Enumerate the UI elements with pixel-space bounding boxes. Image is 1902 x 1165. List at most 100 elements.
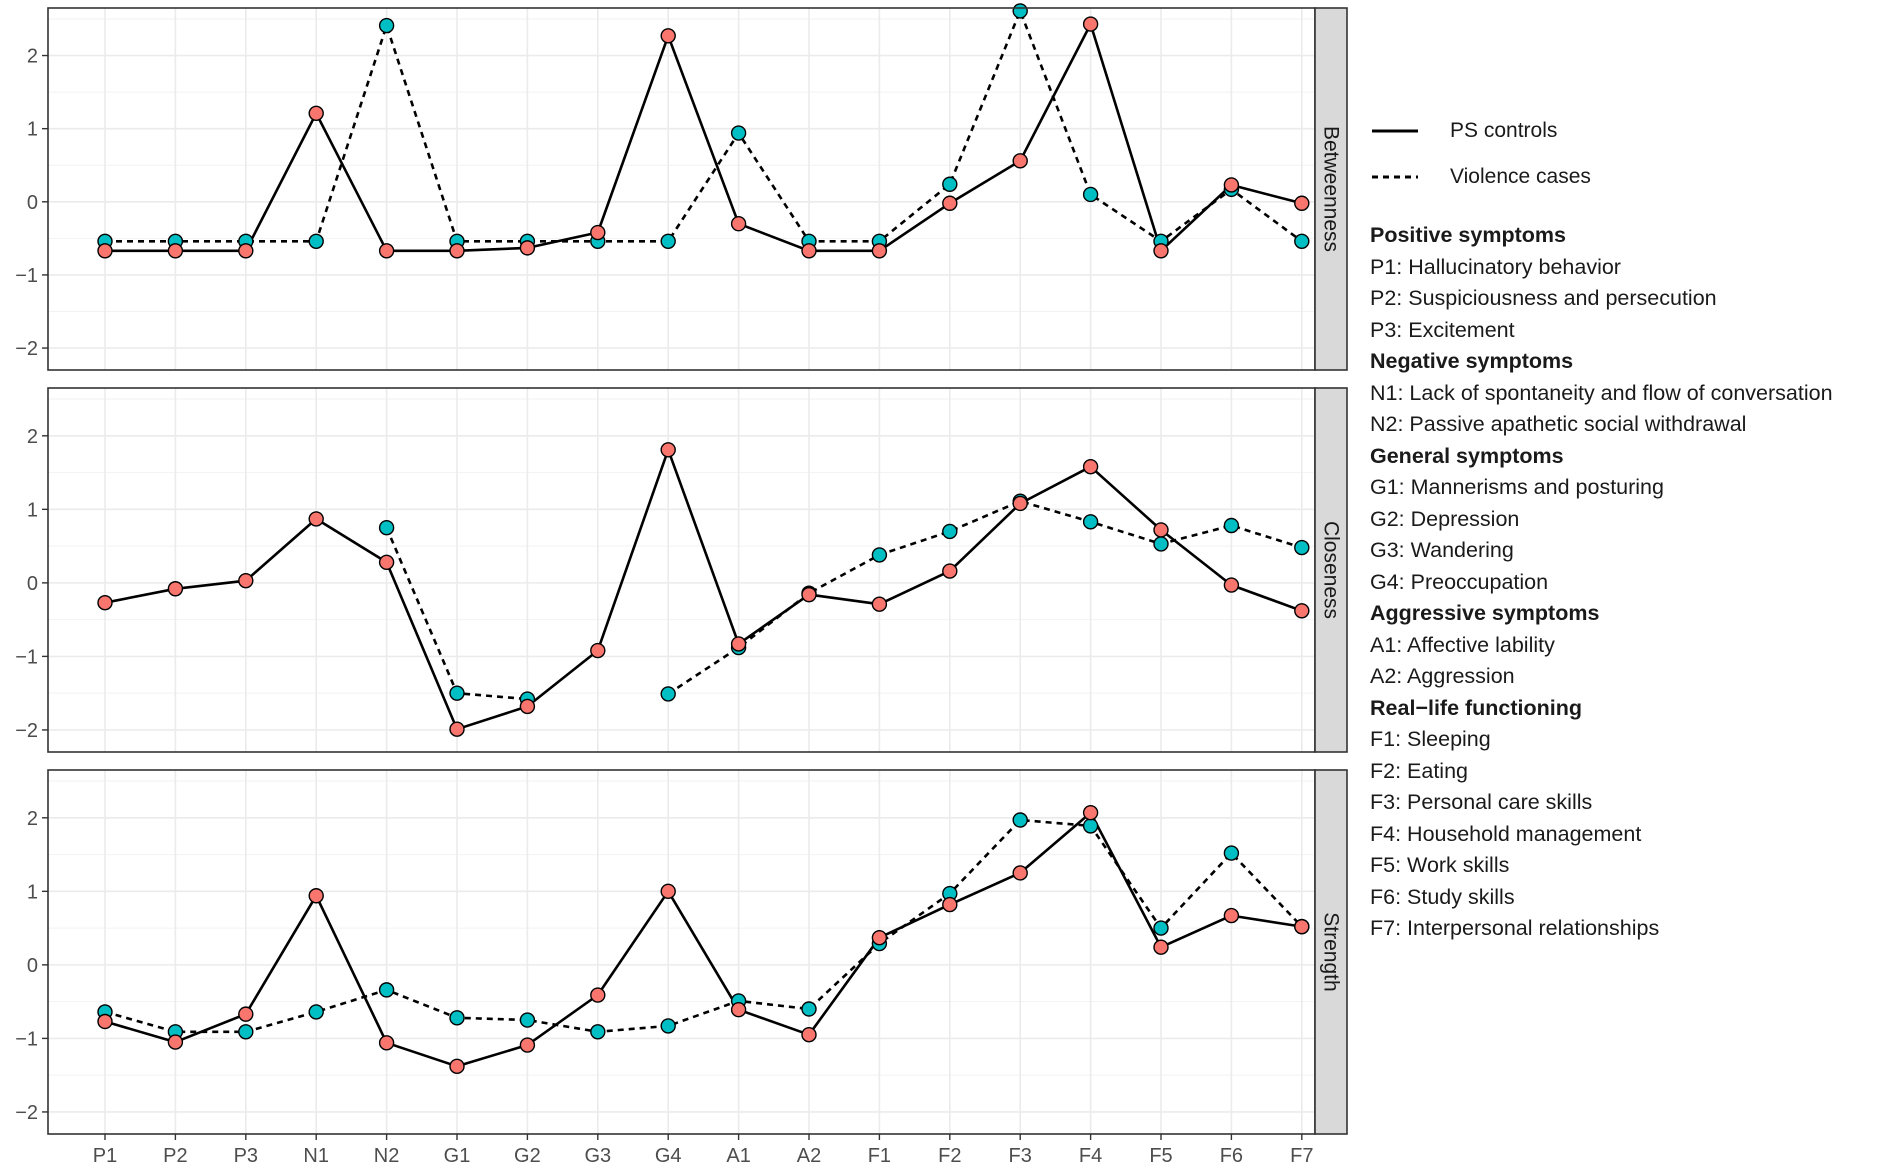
x-tick-label: G3 xyxy=(584,1145,611,1165)
x-tick-label: N1 xyxy=(303,1145,329,1165)
point-ps-controls-F2 xyxy=(942,195,958,211)
legend-group-item: F5: Work skills xyxy=(1370,853,1510,877)
point-violence-cases-F6 xyxy=(1223,845,1240,861)
point-ps-controls-F4 xyxy=(1082,804,1099,821)
point-ps-controls-F1 xyxy=(871,596,888,612)
point-violence-cases-N1 xyxy=(308,1004,324,1020)
x-tick-label: G1 xyxy=(444,1145,471,1165)
point-violence-cases-G3 xyxy=(590,1024,606,1040)
point-ps-controls-F1 xyxy=(871,929,888,946)
facet-strip xyxy=(1314,769,1348,1135)
point-ps-controls-F1 xyxy=(871,243,888,259)
point-ps-controls-N2 xyxy=(378,554,395,570)
legend-group-item: F1: Sleeping xyxy=(1370,727,1491,751)
point-violence-cases-A2 xyxy=(801,1001,817,1017)
point-violence-cases-G1 xyxy=(449,1010,465,1026)
point-ps-controls-F7 xyxy=(1294,603,1310,619)
point-ps-controls-G1 xyxy=(449,1058,465,1075)
legend-group-title: Aggressive symptoms xyxy=(1370,601,1600,625)
legend-group-item: G4: Preoccupation xyxy=(1370,569,1549,594)
point-violence-cases-N1 xyxy=(308,233,324,249)
point-ps-controls-F3 xyxy=(1012,865,1028,881)
point-ps-controls-G3 xyxy=(590,642,606,659)
point-ps-controls-F4 xyxy=(1082,458,1099,475)
point-violence-cases-G1 xyxy=(449,685,465,701)
legend-group-title: General symptoms xyxy=(1370,443,1564,468)
series-line-violence-cases xyxy=(104,818,1303,1034)
dashed-line-icon xyxy=(1372,175,1418,179)
point-ps-controls-P2 xyxy=(167,243,184,259)
point-violence-cases-N2 xyxy=(378,520,395,536)
point-ps-controls-N2 xyxy=(378,243,395,259)
panel-strength: −2 −1 0 1 2 Strength P1 P2 P3 N1 N2 G1 G2 G3 G4 A1 A2 F1 F… xyxy=(15,769,1348,1165)
point-ps-controls-F4 xyxy=(1082,16,1099,32)
point-ps-controls-F2 xyxy=(942,563,958,579)
x-tick-label: F3 xyxy=(1009,1145,1032,1165)
y-tick-label: 1 xyxy=(27,499,38,521)
abbreviation-key: Positive symptoms P1: Hallucinatory behav… xyxy=(1370,220,1902,945)
legend-group-title: Negative symptoms xyxy=(1370,349,1574,373)
x-tick-label: A2 xyxy=(797,1145,821,1165)
point-violence-cases-G4 xyxy=(660,686,676,702)
point-ps-controls-F5 xyxy=(1153,939,1169,955)
panel-background xyxy=(48,8,1315,370)
point-ps-controls-G1 xyxy=(449,721,465,737)
solid-line-icon xyxy=(1372,129,1418,133)
point-violence-cases-F7 xyxy=(1294,539,1310,556)
point-ps-controls-F3 xyxy=(1012,495,1028,512)
point-violence-cases-F1 xyxy=(871,547,888,563)
legend-group-item: A2: Aggression xyxy=(1370,664,1515,688)
point-violence-cases-N2 xyxy=(378,17,395,34)
y-tick-label: −2 xyxy=(15,1102,38,1124)
x-tick-label: F6 xyxy=(1220,1145,1243,1165)
point-ps-controls-A2 xyxy=(801,243,817,259)
point-ps-controls-P1 xyxy=(97,595,113,611)
legend-group-item: F4: Household management xyxy=(1370,821,1642,846)
x-tick-label: P2 xyxy=(163,1145,187,1165)
x-tick-label: F7 xyxy=(1290,1145,1313,1165)
point-violence-cases-N2 xyxy=(378,982,395,998)
point-ps-controls-G2 xyxy=(519,240,536,256)
point-ps-controls-G4 xyxy=(660,442,676,458)
facet-strip-label: Strength xyxy=(1320,912,1343,991)
panel-betweenness: −2 −1 0 1 2 Betweenness xyxy=(15,3,1348,371)
point-ps-controls-A2 xyxy=(801,586,817,603)
y-tick-label: 2 xyxy=(27,426,38,448)
point-violence-cases-F4 xyxy=(1082,514,1099,530)
point-ps-controls-A1 xyxy=(730,1002,747,1018)
point-ps-controls-A1 xyxy=(730,216,747,232)
point-ps-controls-F2 xyxy=(942,896,958,913)
point-ps-controls-P1 xyxy=(97,243,113,259)
y-tick-label: 0 xyxy=(27,955,38,977)
point-ps-controls-G4 xyxy=(660,883,676,900)
point-ps-controls-N2 xyxy=(378,1035,395,1051)
x-tick-label: G2 xyxy=(514,1145,541,1165)
point-ps-controls-F7 xyxy=(1294,918,1310,935)
point-ps-controls-A2 xyxy=(801,1027,817,1043)
y-tick-label: −1 xyxy=(15,265,38,287)
legend-group-item: G3: Wandering xyxy=(1370,538,1514,562)
x-tick-label: F2 xyxy=(938,1145,961,1165)
panel-closeness: −2 −1 0 1 2 Closeness xyxy=(15,387,1348,753)
point-ps-controls-G2 xyxy=(519,698,536,715)
point-ps-controls-P3 xyxy=(238,243,254,259)
series-line-ps-controls xyxy=(105,22,1303,253)
x-tick-label: P3 xyxy=(234,1145,258,1165)
panel-background xyxy=(48,770,1315,1134)
point-violence-cases-F7 xyxy=(1294,233,1310,249)
point-violence-cases-G4 xyxy=(660,233,676,249)
series-line-ps-controls xyxy=(104,448,1303,731)
point-ps-controls-F6 xyxy=(1223,177,1240,193)
legend-label: PS controls xyxy=(1450,119,1558,142)
legend-group-item: A1: Affective lability xyxy=(1370,632,1555,657)
point-violence-cases-F4 xyxy=(1082,186,1099,203)
point-ps-controls-N1 xyxy=(308,888,324,904)
point-ps-controls-G3 xyxy=(590,224,606,241)
point-ps-controls-G3 xyxy=(590,987,606,1003)
x-tick-label: G4 xyxy=(655,1145,682,1165)
y-tick-label: 2 xyxy=(27,808,38,830)
y-tick-label: −1 xyxy=(15,646,38,668)
point-ps-controls-A1 xyxy=(730,636,747,652)
x-tick-label: A1 xyxy=(726,1145,750,1165)
